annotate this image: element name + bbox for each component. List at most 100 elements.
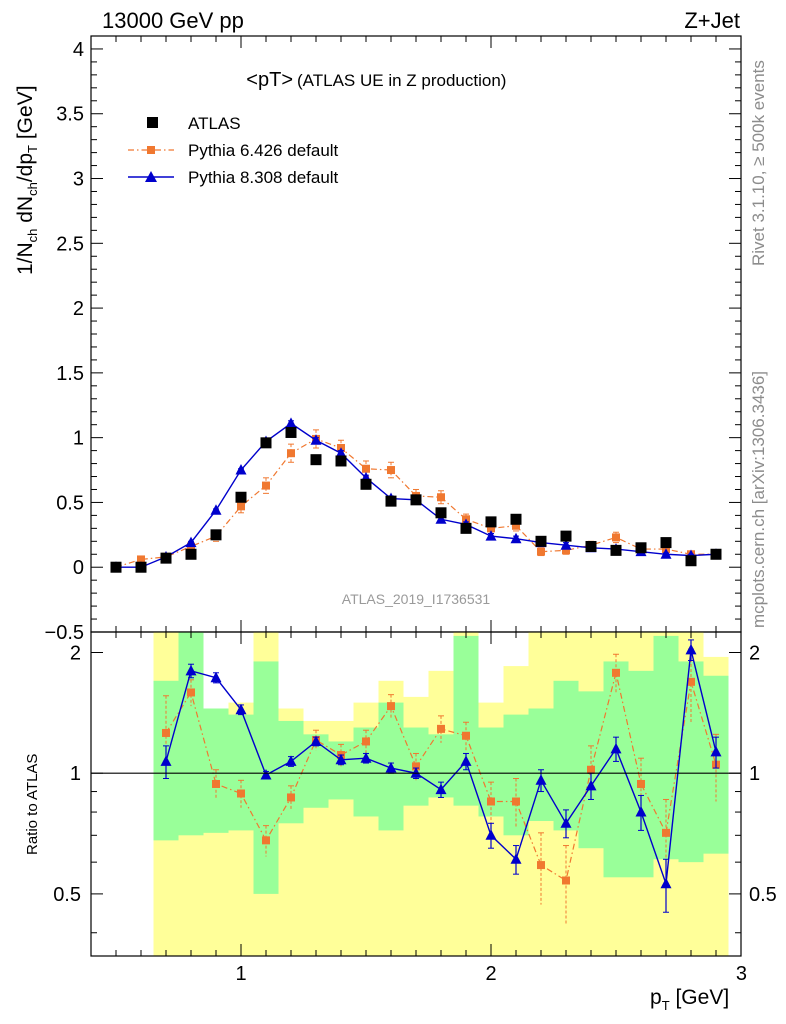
legend: ATLAS Pythia 6.426 default Pythia 8.308 … xyxy=(128,114,339,187)
main-panel-axes: −0.5 0 0.5 1 1.5 2 2.5 3 3.5 4 xyxy=(45,35,742,644)
atlas-point xyxy=(610,544,622,556)
ratio-pythia6-point xyxy=(462,731,470,740)
ratio-pythia6-point xyxy=(187,688,195,697)
y-tick-label: 0 xyxy=(73,557,84,579)
main-panel-series xyxy=(110,417,722,573)
ratio-pythia6-point xyxy=(587,765,595,774)
ratio-inner-band xyxy=(178,632,204,836)
x-tick-label: 1 xyxy=(235,963,246,985)
atlas-point xyxy=(310,454,322,466)
y-tick-label: 4 xyxy=(73,39,84,61)
ratio-pythia8-point xyxy=(585,779,597,791)
atlas-point xyxy=(410,494,422,506)
ratio-pythia8-point xyxy=(435,783,447,795)
pythia6-point xyxy=(387,466,395,475)
atlas-point xyxy=(510,513,522,525)
y-tick-label: −0.5 xyxy=(45,622,84,644)
atlas-point xyxy=(185,548,197,560)
ratio-pythia6-point xyxy=(562,876,570,885)
y-tick-label: 1.5 xyxy=(56,363,84,385)
atlas-point xyxy=(710,548,722,560)
pythia6-point xyxy=(537,547,545,556)
ratio-pythia8-point xyxy=(485,829,497,840)
ratio-pythia6-point xyxy=(387,702,395,711)
ratio-y-tick-label: 1 xyxy=(70,763,81,785)
ratio-pythia6-point xyxy=(237,789,245,798)
pythia8-point xyxy=(210,504,222,515)
header-process-label: Z+Jet xyxy=(684,8,740,33)
atlas-point xyxy=(535,535,547,547)
pythia6-point xyxy=(137,555,145,564)
pythia6-point xyxy=(237,502,245,511)
atlas-point xyxy=(210,529,222,541)
ratio-pythia8-point xyxy=(510,853,522,864)
ratio-pythia8-point xyxy=(410,767,422,778)
pythia8-point xyxy=(435,513,447,524)
ratio-pythia8-point xyxy=(385,762,397,773)
pythia8-point xyxy=(235,464,247,475)
ratio-pythia8-point xyxy=(685,643,697,655)
ratio-pythia8-point xyxy=(235,703,247,715)
ratio-pythia6-point xyxy=(412,762,420,771)
y-tick-label: 1 xyxy=(73,428,84,450)
ratio-pythia6-point xyxy=(262,836,270,845)
ratio-pythia8-point xyxy=(360,752,372,763)
ratio-pythia8-point xyxy=(460,755,472,766)
ratio-pythia6-point xyxy=(612,668,620,677)
mcplots-label: mcplots.cern.ch [arXiv:1306.3436] xyxy=(749,371,768,628)
atlas-point xyxy=(160,552,172,564)
atlas-point xyxy=(660,537,672,549)
legend-atlas-label: ATLAS xyxy=(188,114,241,133)
ratio-pythia6-point xyxy=(437,724,445,733)
ratio-y-axis-label: Ratio to ATLAS xyxy=(24,754,41,855)
ratio-inner-band xyxy=(228,714,254,831)
ratio-pythia8-point xyxy=(535,774,547,785)
ratio-pythia6-point xyxy=(637,779,645,788)
ratio-y-tick-label: 2 xyxy=(70,643,81,665)
ratio-pythia6-point xyxy=(212,779,220,788)
atlas-point xyxy=(560,530,572,542)
legend-pythia6-label: Pythia 6.426 default xyxy=(188,141,339,160)
ratio-pythia8-point xyxy=(710,745,722,757)
x-axis-label: pT [GeV] xyxy=(650,986,729,1013)
atlas-point xyxy=(460,522,472,534)
ratio-y-tick-label: 0.5 xyxy=(53,884,81,906)
ratio-pythia8-point xyxy=(260,768,272,780)
atlas-point xyxy=(360,478,372,490)
pythia6-point xyxy=(262,481,270,490)
ratio-pythia6-point xyxy=(537,861,545,870)
ratio-pythia6-point xyxy=(512,797,520,806)
atlas-point xyxy=(385,495,397,507)
ratio-pythia8-point xyxy=(285,755,297,766)
ratio-pythia6-point xyxy=(662,828,670,837)
pythia6-point xyxy=(287,449,295,458)
ratio-pythia8-point xyxy=(185,664,197,676)
ratio-pythia8-point xyxy=(335,753,347,765)
legend-atlas-marker xyxy=(147,117,158,128)
ratio-pythia8-point xyxy=(635,806,647,817)
atlas-point xyxy=(685,555,697,567)
ratio-pythia6-point xyxy=(287,793,295,802)
pythia6-point xyxy=(562,546,570,555)
pythia8-point xyxy=(335,447,347,458)
pythia6-point xyxy=(362,464,370,473)
pythia8-point xyxy=(560,539,572,550)
rivet-version-label: Rivet 3.1.10, ≥ 500k events xyxy=(749,60,768,266)
ratio-pythia8-point xyxy=(560,817,572,828)
pythia6-point xyxy=(487,524,495,533)
main-subtitle: (ATLAS UE in Z production) xyxy=(297,71,506,90)
y-tick-label: 0.5 xyxy=(56,492,84,514)
atlas-point xyxy=(635,542,647,554)
atlas-point xyxy=(260,437,272,449)
atlas-point xyxy=(135,561,147,573)
pythia8-point xyxy=(310,434,322,445)
ratio-y-tick-label-right: 0.5 xyxy=(749,884,777,906)
atlas-point xyxy=(435,507,447,519)
ratio-pythia8-point xyxy=(210,671,222,683)
atlas-point xyxy=(235,491,247,503)
ratio-inner-band xyxy=(503,714,529,836)
pythia8-point xyxy=(285,417,297,428)
ratio-pythia6-point xyxy=(362,737,370,746)
ratio-panel-axes: 1 2 3 0.5 0.5 1 1 2 2 xyxy=(53,632,777,985)
ratio-pythia8-point xyxy=(310,735,322,746)
